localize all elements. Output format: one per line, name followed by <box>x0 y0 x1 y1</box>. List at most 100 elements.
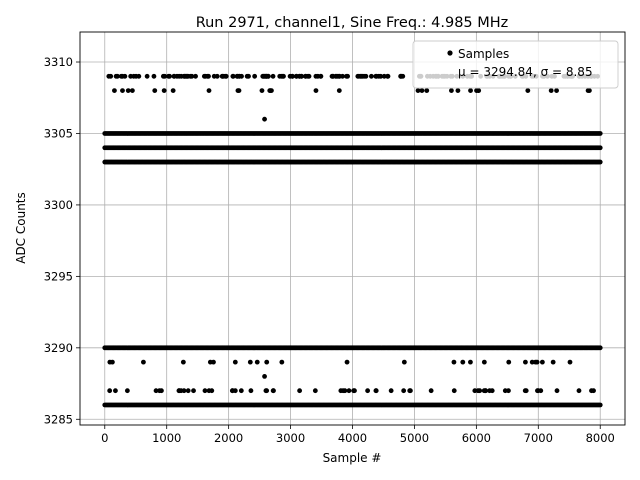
data-point <box>176 73 182 79</box>
data-point <box>424 88 430 93</box>
data-point <box>428 388 434 394</box>
data-point <box>451 359 457 365</box>
data-point <box>214 73 220 79</box>
data-point <box>113 388 118 394</box>
data-point <box>223 73 229 79</box>
data-point <box>567 359 573 365</box>
data-point <box>230 73 236 79</box>
data-point <box>144 73 150 79</box>
data-point <box>408 388 413 394</box>
data-point <box>449 88 454 93</box>
data-point <box>374 73 379 79</box>
data-point <box>157 388 162 394</box>
data-point <box>554 388 560 394</box>
data-point <box>401 388 407 394</box>
x-tick-label: 3000 <box>276 431 305 445</box>
data-point <box>289 73 295 79</box>
data-point <box>333 73 339 79</box>
data-point <box>107 388 113 394</box>
data-point <box>246 73 251 79</box>
data-point <box>299 73 304 79</box>
data-point <box>313 73 319 79</box>
data-point <box>533 359 538 365</box>
data-point <box>202 388 208 394</box>
data-point <box>267 88 273 93</box>
data-point <box>336 88 342 93</box>
data-point <box>193 73 198 79</box>
data-point <box>161 88 167 93</box>
legend-entry-samples: Samples <box>458 47 509 61</box>
data-point <box>388 388 394 394</box>
data-point <box>329 73 335 79</box>
data-point <box>554 88 559 93</box>
x-tick-label: 2000 <box>214 431 243 445</box>
data-point <box>109 359 115 365</box>
data-point <box>236 88 242 93</box>
grid-lines <box>80 32 625 425</box>
legend: Samples μ = 3294.84, σ = 8.85 <box>412 40 619 89</box>
data-point <box>118 73 124 79</box>
y-tick-label: 3305 <box>44 126 73 140</box>
data-point <box>597 402 603 408</box>
data-point <box>487 388 493 394</box>
data-point <box>151 73 157 79</box>
chart-title: Run 2971, channel1, Sine Freq.: 4.985 MH… <box>196 15 509 31</box>
data-point <box>455 88 461 93</box>
x-axis-label: Sample # <box>323 451 382 465</box>
data-point <box>338 388 344 394</box>
y-tick-label: 3295 <box>44 269 73 283</box>
data-point <box>342 388 348 394</box>
data-point <box>176 388 182 394</box>
data-point <box>264 359 270 365</box>
data-point <box>535 388 541 394</box>
data-point <box>468 88 473 93</box>
y-axis-label: ADC Counts <box>14 192 28 264</box>
data-point <box>136 73 142 79</box>
x-tick-label: 4000 <box>338 431 367 445</box>
data-point <box>125 88 131 93</box>
data-point <box>365 388 371 394</box>
data-point <box>460 359 466 365</box>
data-point <box>189 73 195 79</box>
data-point <box>523 388 529 394</box>
data-point <box>297 388 303 394</box>
y-tick-label: 3310 <box>44 55 73 69</box>
y-tick-label: 3290 <box>44 341 73 355</box>
data-point <box>280 73 286 79</box>
data-point <box>264 388 270 394</box>
data-point <box>550 359 556 365</box>
data-point <box>312 388 318 394</box>
data-point <box>344 73 349 79</box>
data-point <box>270 73 276 79</box>
data-point <box>206 88 212 93</box>
data-point <box>597 159 603 165</box>
data-point <box>576 388 582 394</box>
y-tick-label: 3300 <box>44 198 73 212</box>
x-tick-label: 7000 <box>524 431 553 445</box>
data-point <box>262 116 267 122</box>
data-point <box>415 88 421 93</box>
data-point <box>419 88 425 93</box>
data-point <box>203 73 208 79</box>
data-point <box>481 359 487 365</box>
data-point <box>120 88 125 93</box>
y-tick-label: 3285 <box>44 412 73 426</box>
legend-stats: μ = 3294.84, σ = 8.85 <box>458 65 593 79</box>
data-point <box>128 73 134 79</box>
x-tick-label: 8000 <box>586 431 615 445</box>
data-point <box>124 388 130 394</box>
data-point <box>113 73 119 79</box>
data-point <box>352 388 357 394</box>
data-point <box>368 73 374 79</box>
data-point <box>589 388 594 394</box>
data-point <box>482 388 488 394</box>
data-point <box>597 145 603 151</box>
data-point <box>254 359 260 365</box>
data-point <box>451 388 457 394</box>
data-point <box>232 388 238 394</box>
data-point <box>363 73 369 79</box>
data-point <box>344 359 350 365</box>
data-point <box>247 359 253 365</box>
data-point <box>373 388 379 394</box>
data-point <box>401 359 407 365</box>
